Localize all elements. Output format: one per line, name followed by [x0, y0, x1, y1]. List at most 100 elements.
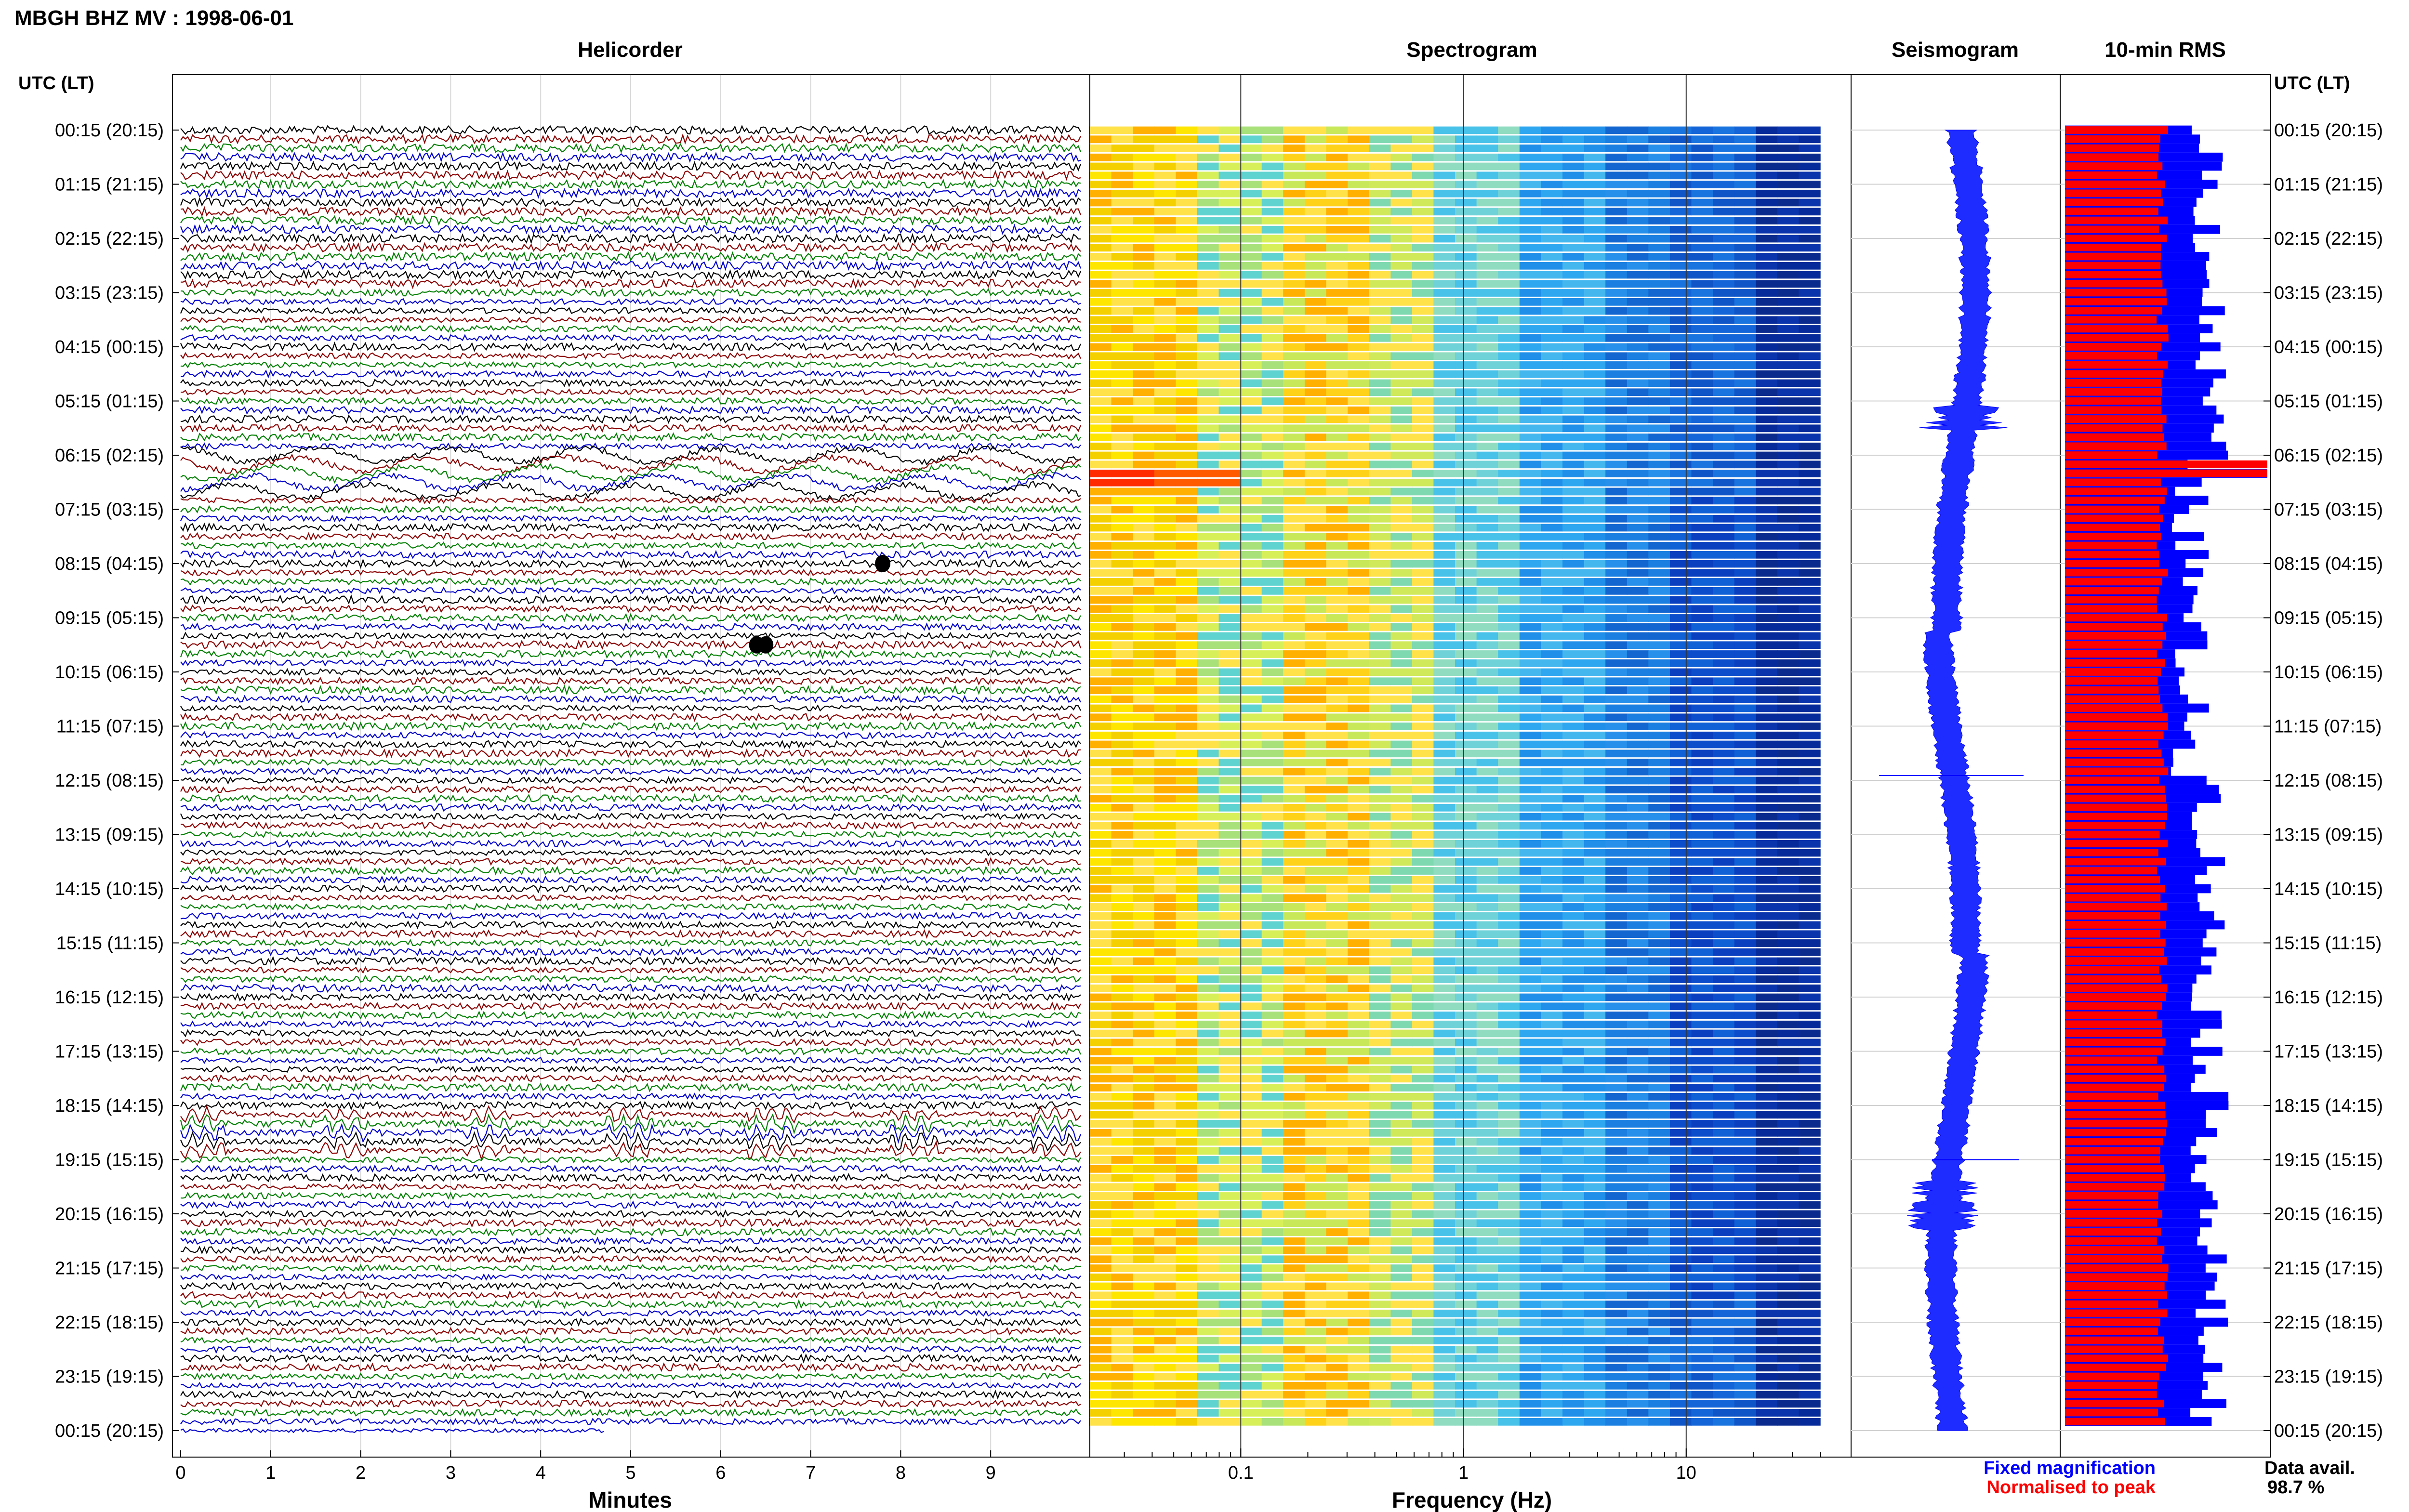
spectrogram-cell	[1562, 966, 1585, 974]
helicorder-title: Helicorder	[578, 38, 683, 62]
spectrogram-cell	[1369, 1228, 1391, 1236]
spectrogram-cell	[1326, 686, 1348, 694]
spectrogram-cell	[1261, 514, 1284, 523]
spectrogram-cell	[1090, 171, 1112, 180]
spectrogram-cell	[1369, 280, 1391, 288]
spectrogram-cell	[1648, 795, 1670, 802]
spectrogram-cell	[1734, 921, 1756, 929]
spectrogram-cell	[1348, 1002, 1370, 1011]
spectrogram-cell	[1304, 145, 1327, 152]
spectrogram-cell	[1369, 1174, 1391, 1182]
spectrogram-cell	[1562, 1111, 1585, 1119]
spectrogram-cell	[1498, 1381, 1520, 1390]
spectrogram-cell	[1669, 1273, 1692, 1281]
spectrogram-cell	[1283, 578, 1305, 586]
spectrogram-cell	[1283, 280, 1305, 288]
spectrogram-cell	[1369, 1246, 1391, 1254]
spectrogram-cell	[1669, 343, 1692, 351]
spectrogram-cell	[1455, 189, 1477, 197]
spectrogram-cell	[1605, 858, 1628, 866]
spectrogram-cell	[1133, 1219, 1155, 1227]
spectrogram-cell	[1605, 271, 1628, 279]
spectrogram-cell	[1627, 1120, 1649, 1128]
spectrogram-cell	[1605, 397, 1628, 405]
spectrogram-cell	[1176, 424, 1198, 433]
spectrogram-cell	[1584, 1056, 1606, 1065]
spectrogram-cell	[1240, 596, 1262, 604]
spectrogram-cell	[1133, 334, 1155, 342]
spectrogram-cell	[1648, 1400, 1670, 1408]
spectrogram-cell	[1541, 1354, 1563, 1363]
spectrogram-cell	[1455, 912, 1477, 920]
spectrogram-cell	[1261, 1354, 1284, 1363]
spectrogram-cell	[1304, 497, 1327, 505]
spectrogram-cell	[1261, 803, 1284, 812]
spectrogram-cell	[1197, 885, 1219, 893]
spectrogram-cell	[1562, 831, 1585, 839]
spectrogram-cell	[1412, 487, 1434, 496]
spectrogram-cell	[1133, 1364, 1155, 1372]
spectrogram-cell	[1218, 145, 1241, 152]
spectrogram-cell	[1605, 677, 1628, 685]
spectrogram-cell	[1455, 803, 1477, 812]
spectrogram-cell	[1455, 135, 1477, 144]
spectrogram-cell	[1304, 912, 1327, 920]
spectrogram-cell	[1455, 253, 1477, 261]
spectrogram-cell	[1519, 1391, 1541, 1399]
spectrogram-cell	[1412, 1029, 1434, 1038]
spectrogram-cell	[1369, 135, 1391, 144]
spectrogram-cell	[1541, 1291, 1563, 1300]
spectrogram-cell	[1584, 126, 1606, 134]
spectrogram-cell	[1734, 1282, 1756, 1290]
spectrogram-cell	[1261, 840, 1284, 848]
spectrogram-cell	[1283, 840, 1305, 848]
spectrogram-cell	[1734, 1147, 1756, 1155]
spectrogram-cell	[1476, 1120, 1498, 1128]
spectrogram-cell	[1498, 388, 1520, 396]
spectrogram-cell	[1326, 948, 1348, 956]
spectrogram-cell	[1261, 767, 1284, 776]
spectrogram-cell	[1218, 1129, 1241, 1137]
spectrogram-cell	[1369, 298, 1391, 306]
spectrogram-cell	[1627, 569, 1649, 577]
spectrogram-cell	[1348, 903, 1370, 911]
spectrogram-cell	[1390, 867, 1413, 875]
spectrogram-cell	[1218, 858, 1241, 866]
spectrogram-cell	[1326, 1201, 1348, 1209]
spectrogram-cell	[1348, 1020, 1370, 1028]
spectrogram-cell	[1326, 262, 1348, 270]
helicorder-trace	[180, 875, 1081, 884]
spectrogram-cell	[1390, 1282, 1413, 1290]
spectrogram-cell	[1240, 1020, 1262, 1028]
spectrogram-cell	[1218, 388, 1241, 396]
spectrogram-cell	[1455, 217, 1477, 224]
spectrogram-cell	[1498, 560, 1520, 568]
spectrogram-cell	[1476, 235, 1498, 243]
spectrogram-cell	[1261, 1201, 1284, 1209]
spectrogram-cell	[1519, 975, 1541, 983]
spectrogram-cell	[1627, 795, 1649, 802]
spectrogram-cell	[1240, 849, 1262, 857]
spectrogram-cell	[1240, 126, 1262, 134]
spectrogram-cell	[1734, 713, 1756, 722]
spectrogram-cell	[1283, 145, 1305, 152]
spectrogram-cell	[1476, 930, 1498, 938]
spectrogram-cell	[1348, 1174, 1370, 1182]
spectrogram-cell	[1240, 388, 1262, 396]
spectrogram-cell	[1541, 731, 1563, 739]
spectrogram-cell	[1412, 533, 1434, 541]
spectrogram-cell	[1713, 1255, 1735, 1263]
spectrogram-cell	[1261, 1309, 1284, 1317]
spectrogram-cell	[1734, 1065, 1756, 1074]
spectrogram-cell	[1627, 1237, 1649, 1245]
spectrogram-cell	[1455, 759, 1477, 766]
spectrogram-cell	[1218, 1012, 1241, 1019]
spectrogram-cell	[1304, 217, 1327, 224]
spectrogram-cell	[1541, 325, 1563, 333]
spectrogram-cell	[1240, 659, 1262, 667]
helicorder-trace	[180, 604, 1081, 614]
spectrogram-cell	[1176, 885, 1198, 893]
spectrogram-cell	[1519, 271, 1541, 279]
spectrogram-cell	[1519, 1354, 1541, 1363]
spectrogram-cell	[1283, 975, 1305, 983]
